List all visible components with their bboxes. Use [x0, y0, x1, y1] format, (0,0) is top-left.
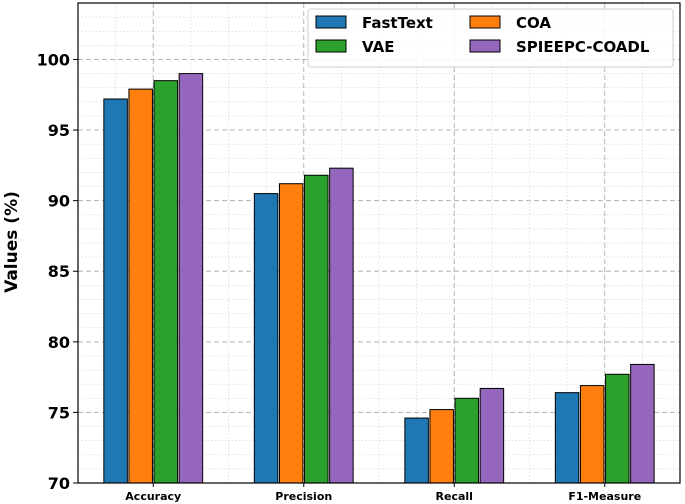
bar-fasttext-f1-measure	[554, 392, 580, 484]
y-axis-label: Values (%)	[2, 191, 22, 293]
bar-coa-recall	[429, 409, 454, 484]
legend-label: FastText	[362, 14, 433, 32]
bar-vae-f1-measure	[605, 373, 630, 484]
bar-vae-precision	[304, 174, 329, 484]
x-tick-label: Precision	[275, 490, 332, 503]
bar-coa-f1-measure	[579, 385, 605, 484]
legend-label: VAE	[362, 38, 394, 56]
legend-label: SPIEEPC-COADL	[516, 38, 650, 56]
y-tick-label: 95	[48, 121, 70, 140]
legend-box	[307, 8, 674, 68]
bar-fasttext-precision	[253, 193, 279, 484]
bar-spieepc-coadl-precision	[329, 167, 354, 484]
x-axis-ticks: Accuracy Precision Recall F1-Measure	[125, 483, 641, 503]
legend-swatch	[315, 39, 347, 53]
bar-fasttext-recall	[404, 417, 429, 484]
plot-frame	[77, 2, 681, 484]
legend-swatch	[469, 39, 501, 53]
x-tick-label: Accuracy	[125, 490, 181, 503]
y-tick-label: 75	[48, 403, 70, 422]
bar-coa-precision	[278, 183, 304, 484]
bar-coa-accuracy	[128, 88, 153, 484]
y-axis-ticks: 70 75 80 85 90 95 100	[37, 50, 78, 493]
bar-spieepc-coadl-f1-measure	[630, 363, 655, 484]
legend-label: COA	[516, 14, 551, 32]
bar-vae-recall	[454, 397, 480, 484]
bar-fasttext-accuracy	[103, 98, 128, 484]
x-tick-label: Recall	[436, 490, 473, 503]
legend-swatch	[315, 15, 347, 29]
x-tick-label: F1-Measure	[568, 490, 641, 503]
bar-vae-accuracy	[153, 80, 179, 484]
bars	[103, 73, 655, 484]
bar-spieepc-coadl-recall	[479, 387, 505, 484]
bar-spieepc-coadl-accuracy	[178, 73, 204, 484]
y-tick-label: 80	[48, 333, 70, 352]
y-tick-label: 70	[48, 474, 70, 493]
y-tick-label: 100	[37, 50, 70, 69]
legend-swatch	[469, 15, 501, 29]
legend: FastText COA VAE SPIEEPC-COADL	[307, 8, 674, 68]
y-tick-label: 90	[48, 192, 70, 211]
y-tick-label: 85	[48, 262, 70, 281]
